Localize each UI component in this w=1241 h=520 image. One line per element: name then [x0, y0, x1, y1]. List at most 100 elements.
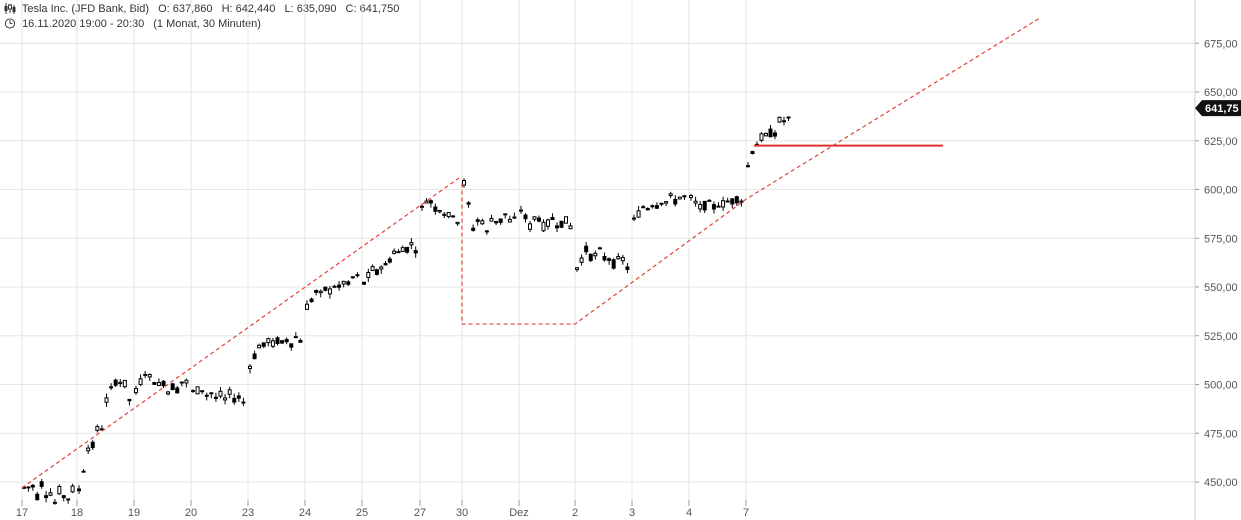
candle-body [396, 251, 401, 254]
axes: 450,00 475,00 500,00 525,00 550,00 575,00 600,… [16, 0, 1241, 520]
candle-body [537, 217, 541, 222]
candle-body [166, 391, 171, 395]
candle-body [466, 202, 471, 205]
dashed-trendline [461, 17, 1041, 325]
candle-body [650, 205, 655, 208]
candle-body [503, 213, 508, 216]
candle-body [523, 214, 528, 220]
candle-body [546, 219, 550, 227]
annotations [21, 17, 1041, 489]
candle-body [284, 338, 289, 343]
period-text: 16.11.2020 19:00 - 20:30 [22, 18, 145, 30]
candle-body [768, 128, 773, 138]
candle-body [191, 390, 195, 393]
candle-body [374, 269, 379, 275]
candle-body [161, 380, 166, 387]
candle-body [693, 200, 698, 204]
candle-body [309, 298, 314, 303]
candle-body [484, 230, 489, 233]
candle-body [632, 217, 636, 220]
dashed-trendline [21, 175, 463, 489]
candle-body [314, 290, 319, 293]
candle-body [588, 253, 593, 262]
candle-body [248, 365, 252, 369]
candle-body [280, 340, 285, 344]
candle-body [122, 379, 127, 388]
x-tick-label: 19 [128, 507, 140, 519]
clock-icon [4, 18, 16, 29]
instrument-name: Tesla Inc. (JFD Bank, Bid) [21, 3, 150, 15]
candle-body [559, 220, 564, 228]
x-tick-label: 25 [356, 507, 368, 519]
candle-body [541, 221, 546, 232]
candle-body [689, 195, 693, 199]
candle-body [702, 200, 707, 211]
candle-body [270, 340, 275, 347]
candle-body [673, 198, 678, 205]
candle-body [433, 206, 438, 212]
candle-body [532, 216, 537, 220]
candle-body [355, 274, 360, 277]
candle-body [620, 257, 625, 262]
candle-body [179, 381, 184, 384]
candle-body [209, 392, 214, 395]
candle-body [597, 247, 602, 250]
y-tick-label: 625,00 [1204, 136, 1238, 148]
candle-body [134, 388, 138, 394]
x-tick-label: 30 [456, 507, 468, 519]
candle-body [223, 397, 228, 401]
candle-body [442, 213, 447, 216]
candle-body [420, 205, 424, 208]
candle-body [475, 219, 480, 222]
candle-body [725, 200, 730, 203]
candle-body [35, 493, 40, 501]
last-price-label: 641,75 [1205, 103, 1239, 115]
candle-body [387, 258, 392, 263]
candle-body [593, 252, 598, 257]
candle-body [337, 284, 342, 288]
candle-body [636, 210, 641, 218]
candle-body [143, 373, 148, 376]
candle-body [227, 389, 232, 395]
candle-body [782, 120, 786, 123]
candle-body [746, 165, 750, 168]
candle-body [512, 216, 517, 219]
candle-body [48, 492, 53, 496]
candle-body [289, 343, 294, 348]
candle-body [392, 250, 397, 254]
y-tick-label: 575,00 [1204, 233, 1238, 245]
candle-body [602, 256, 607, 261]
candle-body [175, 387, 180, 394]
y-tick-label: 600,00 [1204, 185, 1238, 197]
candle-body [759, 133, 764, 141]
candle-body [786, 116, 791, 119]
candle-body [611, 259, 616, 269]
candle-body [607, 258, 612, 261]
candle-body [641, 206, 646, 209]
candle-body [156, 382, 161, 386]
candle-body [764, 132, 768, 137]
last-price-tag [1195, 100, 1241, 117]
candle-body [127, 398, 132, 402]
candle-body [77, 488, 81, 492]
interval-text: (1 Monat, 30 Minuten) [153, 18, 261, 30]
candle-body [400, 247, 405, 252]
candle-body [70, 485, 75, 493]
y-tick-label: 450,00 [1204, 477, 1238, 489]
candle-body [668, 193, 673, 197]
candle-body [252, 353, 257, 360]
candle-body [550, 217, 555, 221]
candle-body [44, 495, 49, 499]
candle-body [409, 242, 414, 246]
candle-body [147, 374, 152, 378]
y-tick-label: 500,00 [1204, 380, 1238, 392]
candle-body [730, 198, 735, 205]
candle-body [428, 200, 433, 204]
candle-body [184, 379, 189, 384]
candle-body [366, 271, 371, 279]
candle-body [52, 501, 57, 504]
candle-body [138, 378, 143, 386]
chart-header-line2: 16.11.2020 19:00 - 20:30 (1 Monat, 30 Mi… [4, 18, 267, 30]
y-tick-label: 650,00 [1204, 87, 1238, 99]
